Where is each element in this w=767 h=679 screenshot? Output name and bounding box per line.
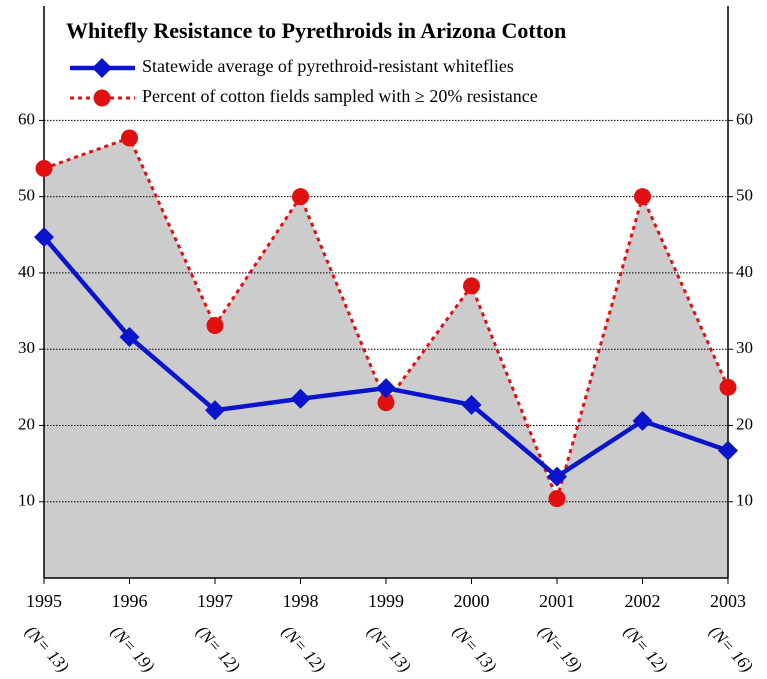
legend-label: Statewide average of pyrethroid-resistan… bbox=[142, 56, 514, 76]
sample-size-label: (N= 16) bbox=[706, 622, 757, 676]
sample-size-label: (N= 13) bbox=[364, 622, 415, 676]
y2-tick-label: 10 bbox=[736, 491, 753, 510]
sample-size-group: (N= 12) bbox=[193, 622, 244, 676]
y-tick-label: 20 bbox=[18, 414, 35, 433]
y-tick-label: 50 bbox=[18, 186, 35, 205]
y-tick-label: 30 bbox=[18, 338, 35, 357]
chart-title: Whitefly Resistance to Pyrethroids in Ar… bbox=[66, 18, 566, 43]
area bbox=[44, 137, 728, 578]
y2-tick-label: 30 bbox=[736, 338, 753, 357]
x-tick-label: 1999 bbox=[368, 591, 404, 611]
marker bbox=[719, 378, 737, 396]
x-tick-label: 1995 bbox=[26, 591, 62, 611]
sample-size-label: (N= 13) bbox=[449, 622, 500, 676]
x-tick-label: 1998 bbox=[283, 591, 319, 611]
y2-tick-label: 40 bbox=[736, 262, 753, 281]
marker bbox=[463, 277, 480, 295]
sample-size-label: (N= 12) bbox=[193, 622, 244, 676]
y2-tick-label: 50 bbox=[736, 186, 753, 205]
sample-size-label: (N= 19) bbox=[535, 622, 586, 676]
sample-size-group: (N= 16) bbox=[706, 622, 757, 676]
marker bbox=[290, 388, 311, 409]
sample-size-label: (N= 19) bbox=[107, 622, 158, 676]
marker bbox=[548, 490, 566, 508]
marker bbox=[632, 410, 653, 431]
marker bbox=[634, 188, 651, 206]
marker bbox=[376, 378, 396, 399]
legend-marker bbox=[93, 89, 111, 107]
y-tick-label: 40 bbox=[18, 262, 35, 281]
marker bbox=[461, 394, 482, 415]
x-tick-label: 2001 bbox=[539, 591, 575, 611]
marker bbox=[34, 227, 54, 248]
marker bbox=[292, 188, 309, 206]
x-tick-label: 1997 bbox=[197, 591, 233, 611]
marker bbox=[35, 159, 53, 177]
y-tick-label: 10 bbox=[18, 491, 35, 510]
y2-tick-label: 20 bbox=[736, 414, 753, 433]
y2-tick-label: 60 bbox=[736, 109, 753, 128]
sample-size-group: (N= 13) bbox=[22, 622, 73, 676]
sample-size-group: (N= 12) bbox=[620, 622, 671, 676]
sample-size-label: (N= 12) bbox=[620, 622, 671, 676]
x-tick-label: 1996 bbox=[112, 591, 148, 611]
marker bbox=[205, 400, 225, 421]
sample-size-group: (N= 19) bbox=[107, 622, 158, 676]
sample-size-group: (N= 19) bbox=[535, 622, 586, 676]
sample-size-label: (N= 13) bbox=[22, 622, 73, 676]
marker bbox=[121, 129, 138, 147]
legend-label: Percent of cotton fields sampled with ≥ … bbox=[142, 86, 538, 106]
marker bbox=[119, 326, 140, 347]
legend-marker bbox=[92, 58, 112, 78]
sample-size-group: (N= 13) bbox=[364, 622, 415, 676]
marker bbox=[718, 440, 738, 461]
sample-size-group: (N= 12) bbox=[278, 622, 329, 676]
marker bbox=[377, 394, 395, 412]
y-tick-label: 60 bbox=[18, 109, 35, 128]
x-tick-label: 2002 bbox=[625, 591, 661, 611]
x-tick-label: 2000 bbox=[454, 591, 490, 611]
x-tick-label: 2003 bbox=[710, 591, 746, 611]
sample-size-label: (N= 12) bbox=[278, 622, 329, 676]
marker bbox=[547, 466, 567, 487]
sample-size-group: (N= 13) bbox=[449, 622, 500, 676]
marker bbox=[206, 317, 224, 335]
